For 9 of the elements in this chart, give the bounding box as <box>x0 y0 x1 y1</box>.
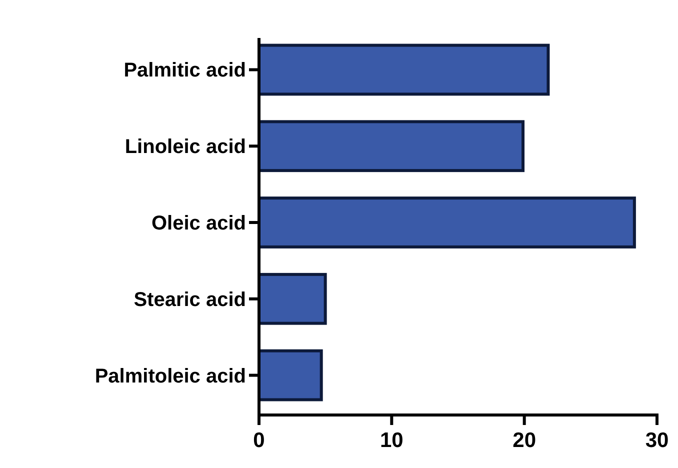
y-tick-label: Stearic acid <box>134 288 246 311</box>
y-tick-label: Linoleic acid <box>124 136 246 158</box>
x-tick-label: 10 <box>380 429 404 452</box>
x-tick-label: 30 <box>645 429 669 452</box>
y-tick-label: Oleic acid <box>152 212 246 234</box>
x-tick-label: 0 <box>253 429 265 452</box>
x-tick-label: 20 <box>512 429 536 452</box>
y-tick-label: Palmitoleic acid <box>94 365 246 388</box>
y-tick-label: Palmitic acid <box>124 60 246 82</box>
